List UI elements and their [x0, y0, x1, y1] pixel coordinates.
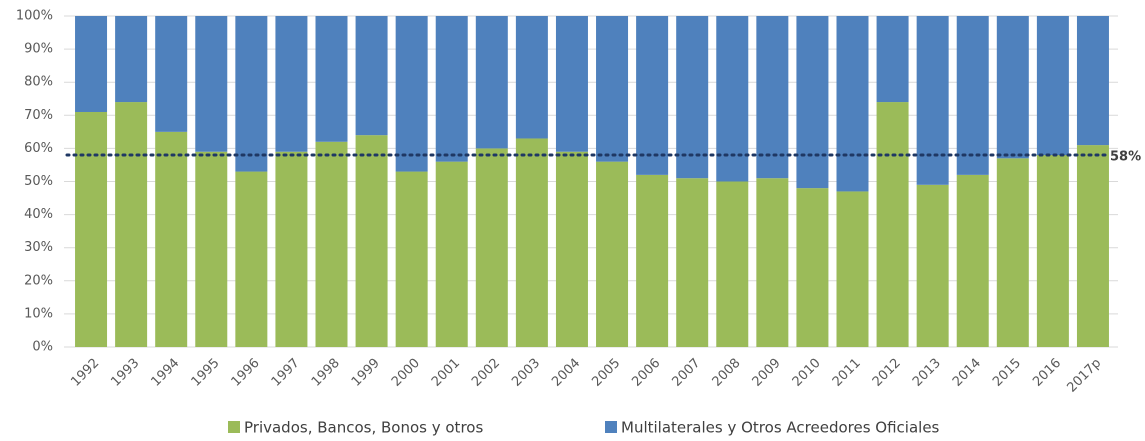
x-tick-label: 2001 — [429, 356, 463, 390]
bar-segment — [395, 16, 428, 172]
bar-segment — [355, 16, 388, 136]
x-tick-label: 2010 — [790, 356, 824, 390]
bar-segment — [676, 178, 709, 347]
bar-segment — [596, 16, 629, 162]
x-tick-label: 2015 — [990, 356, 1024, 390]
y-tick-label: 80% — [24, 75, 53, 90]
y-tick-label: 20% — [24, 273, 53, 288]
bar-segment — [1076, 16, 1109, 146]
x-tick-label: 2011 — [830, 356, 864, 390]
bar-segment — [275, 16, 308, 152]
bar-segment — [796, 188, 829, 347]
x-tick-label: 2003 — [509, 356, 543, 390]
x-tick-label: 1993 — [108, 356, 142, 390]
legend-swatch — [605, 421, 617, 433]
bar-segment — [1036, 155, 1069, 347]
y-tick-label: 100% — [16, 9, 53, 24]
bar-segment — [195, 16, 228, 152]
x-tick-label: 1998 — [309, 356, 343, 390]
y-tick-label: 60% — [24, 141, 53, 156]
x-tick-label: 1992 — [68, 356, 102, 390]
bar-segment — [75, 16, 108, 112]
bar-segment — [475, 148, 508, 347]
bar-segment — [75, 111, 108, 348]
x-tick-label: 2000 — [389, 356, 423, 390]
y-tick-label: 10% — [24, 306, 53, 321]
bar-segment — [756, 16, 789, 179]
x-tick-label: 1994 — [148, 356, 182, 390]
bar-segment — [555, 151, 588, 347]
x-tick-label: 2008 — [710, 356, 744, 390]
bar-segment — [435, 161, 468, 347]
bar-segment — [235, 16, 268, 172]
y-tick-label: 30% — [24, 240, 53, 255]
x-tick-label: 2002 — [469, 356, 503, 390]
reference-label: 58% — [1110, 150, 1141, 165]
legend-swatch — [228, 421, 240, 433]
x-tick-label: 1999 — [349, 356, 383, 390]
bar-segment — [515, 138, 548, 347]
bar-segment — [596, 161, 629, 347]
bar-segment — [916, 16, 949, 185]
bar-segment — [916, 184, 949, 347]
x-tick-label: 2013 — [910, 356, 944, 390]
bar-segment — [956, 174, 989, 347]
bar-segment — [716, 16, 749, 182]
bar-segment — [275, 151, 308, 347]
bar-segment — [836, 16, 869, 192]
x-tick-label: 1996 — [229, 356, 263, 390]
bar-segment — [636, 16, 669, 175]
y-tick-label: 40% — [24, 207, 53, 222]
bar-segment — [716, 181, 749, 347]
bar-segment — [676, 16, 709, 179]
bar-segment — [756, 178, 789, 347]
x-tick-label: 2012 — [870, 356, 904, 390]
bar-segment — [155, 16, 188, 132]
bar-segment — [115, 102, 148, 347]
y-tick-label: 0% — [32, 340, 53, 355]
bar-segment — [515, 16, 548, 139]
x-tick-label: 2009 — [750, 356, 784, 390]
x-tick-label: 1995 — [189, 356, 223, 390]
bar-segment — [235, 171, 268, 347]
bar-segment — [155, 131, 188, 347]
legend-text: Multilaterales y Otros Acreedores Oficia… — [621, 419, 940, 437]
x-tick-label: 2016 — [1030, 356, 1064, 390]
y-tick-label: 90% — [24, 42, 53, 57]
bar-segment — [555, 16, 588, 152]
bar-segment — [996, 16, 1029, 159]
bar-segment — [636, 174, 669, 347]
y-tick-label: 70% — [24, 108, 53, 123]
bar-segment — [876, 102, 909, 347]
bar-segment — [956, 16, 989, 175]
bar-segment — [435, 16, 468, 162]
bar-segment — [876, 16, 909, 103]
x-tick-label: 2006 — [629, 356, 663, 390]
bar-segment — [1076, 145, 1109, 347]
legend-text: Privados, Bancos, Bonos y otros — [244, 419, 483, 437]
x-tick-label: 1997 — [269, 356, 303, 390]
x-tick-label: 2007 — [669, 356, 703, 390]
x-tick-label: 2017p — [1064, 356, 1104, 396]
bar-segment — [395, 171, 428, 347]
y-tick-label: 50% — [24, 174, 53, 189]
bar-segment — [315, 141, 348, 347]
bar-segment — [115, 16, 148, 103]
bar-segment — [1036, 16, 1069, 156]
bar-segment — [355, 135, 388, 347]
x-tick-label: 2014 — [950, 356, 984, 390]
bar-segment — [796, 16, 829, 189]
bar-segment — [195, 151, 228, 347]
bar-segment — [996, 158, 1029, 347]
bar-segment — [475, 16, 508, 149]
bar-segment — [836, 191, 869, 347]
bar-segment — [315, 16, 348, 142]
x-tick-label: 2004 — [549, 356, 583, 390]
x-tick-label: 2005 — [589, 356, 623, 390]
